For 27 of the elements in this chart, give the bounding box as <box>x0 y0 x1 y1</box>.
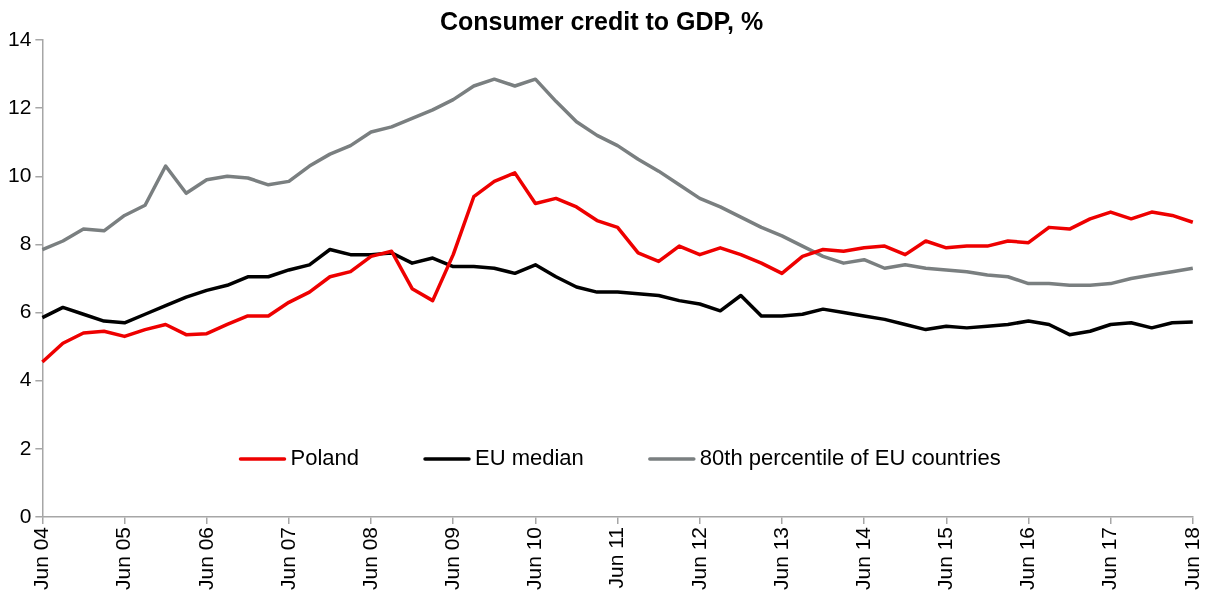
x-tick-label: Jun 18 <box>1179 526 1203 591</box>
y-tick-label: 4 <box>19 367 32 391</box>
y-tick-label: 10 <box>8 163 32 187</box>
x-tick-label: Jun 17 <box>1097 526 1121 591</box>
y-tick-label: 14 <box>8 26 32 50</box>
x-tick-label: Jun 16 <box>1015 526 1039 591</box>
chart-title: Consumer credit to GDP, % <box>439 6 764 35</box>
x-tick-label: Jun 08 <box>357 526 381 591</box>
x-tick-label: Jun 14 <box>850 526 874 591</box>
x-tick-label: Jun 15 <box>933 526 957 591</box>
x-tick-label: Jun 04 <box>29 526 53 591</box>
y-tick-label: 2 <box>19 435 32 459</box>
y-tick-label: 12 <box>8 94 32 118</box>
legend-label: 80th percentile of EU countries <box>699 445 1001 471</box>
x-tick-label: Jun 06 <box>193 526 217 591</box>
y-tick-label: 0 <box>19 503 32 527</box>
x-tick-label: Jun 07 <box>275 526 299 591</box>
x-tick-label: Jun 13 <box>768 526 792 591</box>
x-tick-label: Jun 09 <box>440 526 464 591</box>
legend-label: EU median <box>475 445 584 471</box>
y-tick-label: 6 <box>19 299 32 323</box>
x-tick-label: Jun 05 <box>111 526 135 591</box>
x-tick-label: Jun 12 <box>686 526 710 591</box>
x-tick-label: Jun 10 <box>522 526 546 591</box>
x-tick-label: Jun 11 <box>604 526 628 589</box>
legend-label: Poland <box>290 445 360 471</box>
y-tick-label: 8 <box>19 231 32 255</box>
